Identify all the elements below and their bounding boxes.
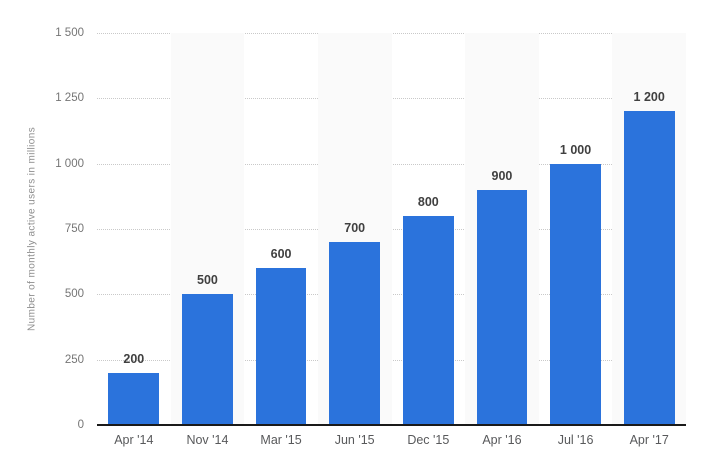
y-tick-label: 1 500 bbox=[55, 27, 84, 39]
y-tick-label: 0 bbox=[77, 419, 84, 431]
column: 500 bbox=[170, 33, 245, 425]
bar bbox=[329, 242, 381, 425]
y-tick-label: 750 bbox=[64, 223, 84, 235]
plot-area: 200 500 600 700 800 900 1 000 1 200 bbox=[97, 33, 686, 425]
x-axis-label: Apr '14 bbox=[114, 433, 154, 447]
y-tick-label: 1 000 bbox=[55, 157, 84, 170]
column: 1 000 bbox=[539, 33, 613, 425]
x-axis-label: Mar '15 bbox=[260, 433, 302, 447]
x-axis-label: Apr '17 bbox=[629, 433, 669, 447]
value-label: 500 bbox=[197, 273, 218, 288]
column: 800 bbox=[392, 33, 466, 425]
x-axis-label: Nov '14 bbox=[186, 433, 229, 447]
value-label: 1 200 bbox=[633, 90, 665, 105]
gridlines bbox=[97, 33, 686, 425]
value-label: 800 bbox=[417, 194, 439, 209]
bar bbox=[476, 189, 528, 425]
column: 700 bbox=[317, 33, 392, 425]
bar bbox=[108, 372, 160, 425]
x-axis-label: Jul '16 bbox=[557, 433, 594, 447]
x-axis-label: Jun '15 bbox=[334, 433, 375, 447]
gridline bbox=[97, 294, 686, 296]
x-axis-label: Dec '15 bbox=[407, 433, 450, 447]
plot-columns: 200 500 600 700 800 900 1 000 1 200 bbox=[97, 33, 686, 425]
x-axis-baseline bbox=[97, 424, 686, 426]
x-axis-label: Apr '16 bbox=[482, 433, 522, 447]
x-axis-labels: Apr '14 Nov '14 Mar '15 Jun '15 Dec '15 Apr '… bbox=[97, 433, 686, 451]
y-tick-label: 500 bbox=[64, 288, 84, 301]
value-label: 900 bbox=[491, 168, 513, 183]
bar bbox=[402, 215, 454, 425]
bar bbox=[550, 163, 601, 425]
column: 1 200 bbox=[612, 33, 686, 425]
value-label: 700 bbox=[344, 221, 366, 236]
y-axis-ticks: 0 250 500 750 1 000 1 250 1 500 bbox=[0, 27, 84, 431]
value-label: 600 bbox=[270, 247, 292, 262]
column: 200 bbox=[97, 33, 171, 425]
gridline bbox=[97, 98, 686, 100]
gridline bbox=[97, 33, 686, 34]
value-label: 200 bbox=[123, 351, 145, 366]
gridline bbox=[97, 163, 686, 165]
bar bbox=[623, 111, 675, 425]
gridline bbox=[97, 229, 686, 230]
value-label: 1 000 bbox=[559, 142, 592, 157]
bar bbox=[255, 268, 307, 425]
y-tick-label: 1 250 bbox=[55, 92, 84, 105]
gridline bbox=[97, 359, 686, 361]
bar bbox=[182, 294, 233, 425]
y-tick-label: 250 bbox=[64, 353, 84, 366]
column: 900 bbox=[465, 33, 539, 425]
column: 600 bbox=[244, 33, 318, 425]
